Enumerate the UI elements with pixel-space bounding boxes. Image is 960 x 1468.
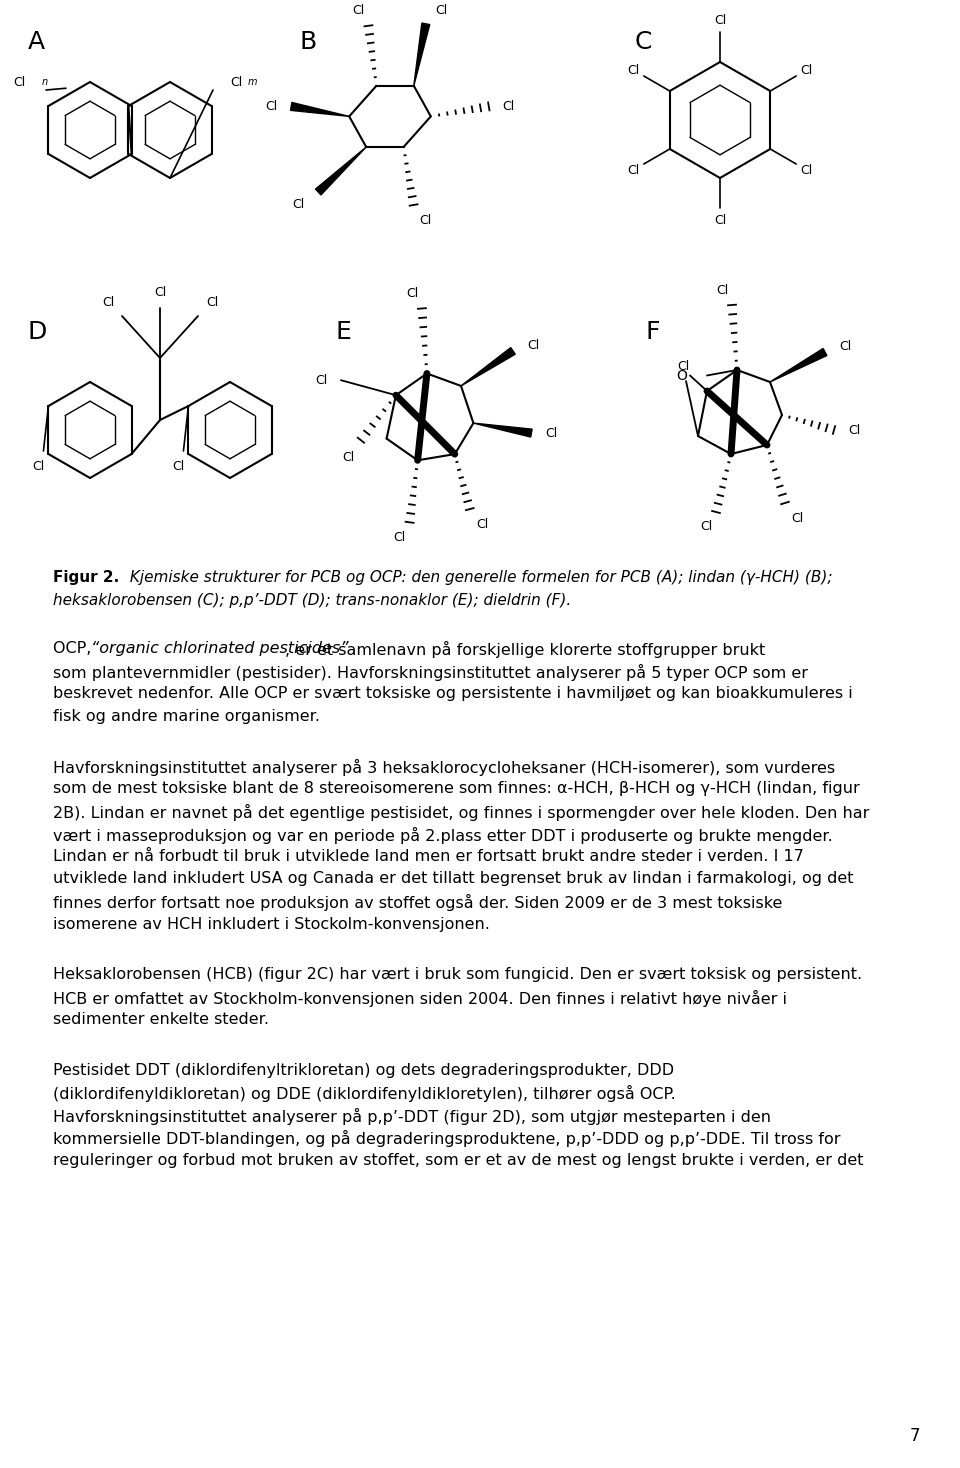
Polygon shape	[461, 348, 516, 386]
Text: Pestisidet DDT (diklordifenyltrikloretan) og dets degraderingsprodukter, DDD: Pestisidet DDT (diklordifenyltrikloretan…	[53, 1063, 674, 1078]
Text: D: D	[28, 320, 47, 344]
Text: Cl: Cl	[848, 423, 860, 436]
Text: Cl: Cl	[33, 459, 44, 473]
Text: Cl: Cl	[791, 511, 804, 524]
Text: finnes derfor fortsatt noe produksjon av stoffet også der. Siden 2009 er de 3 me: finnes derfor fortsatt noe produksjon av…	[53, 894, 782, 912]
Text: isomerene av HCH inkludert i Stockolm-konvensjonen.: isomerene av HCH inkludert i Stockolm-ko…	[53, 916, 490, 932]
Text: Cl: Cl	[527, 339, 540, 352]
Text: heksaklorobensen (C); p,p’-DDT (D); trans-nonaklor (E); dieldrin (F).: heksaklorobensen (C); p,p’-DDT (D); tran…	[53, 593, 571, 608]
Text: Cl: Cl	[714, 213, 726, 226]
Text: n: n	[42, 76, 48, 87]
Text: Cl: Cl	[352, 4, 365, 18]
Text: beskrevet nedenfor. Alle OCP er svært toksiske og persistente i havmiljøet og ka: beskrevet nedenfor. Alle OCP er svært to…	[53, 686, 852, 702]
Text: Cl: Cl	[205, 297, 218, 310]
Text: Cl: Cl	[801, 63, 813, 76]
Polygon shape	[291, 103, 349, 116]
Text: OCP,: OCP,	[53, 642, 97, 656]
Text: Cl: Cl	[342, 451, 354, 464]
Text: Cl: Cl	[102, 297, 114, 310]
Text: Cl: Cl	[394, 531, 406, 543]
Text: F: F	[645, 320, 660, 344]
Text: Cl: Cl	[700, 521, 712, 533]
Text: Cl: Cl	[714, 13, 726, 26]
Polygon shape	[316, 147, 366, 195]
Text: Cl: Cl	[265, 100, 277, 113]
Text: Cl: Cl	[839, 341, 852, 354]
Text: “organic chlorinated pesticides”: “organic chlorinated pesticides”	[91, 642, 348, 656]
Polygon shape	[770, 348, 827, 382]
Text: B: B	[300, 29, 317, 54]
Text: Cl: Cl	[677, 360, 689, 373]
Text: Cl: Cl	[292, 198, 304, 211]
Text: Cl: Cl	[545, 427, 558, 439]
Text: , er et samlenavn på forskjellige klorerte stoffgrupper brukt: , er et samlenavn på forskjellige klorer…	[285, 642, 765, 658]
Polygon shape	[473, 423, 532, 437]
Text: som plantevernmidler (pestisider). Havforskningsinstituttet analyserer på 5 type: som plantevernmidler (pestisider). Havfo…	[53, 664, 808, 681]
Polygon shape	[414, 23, 430, 85]
Text: Figur 2.: Figur 2.	[53, 570, 119, 586]
Text: Cl: Cl	[154, 286, 166, 299]
Text: m: m	[248, 76, 257, 87]
Text: Cl: Cl	[420, 213, 432, 226]
Text: Cl: Cl	[477, 518, 489, 530]
Text: sedimenter enkelte steder.: sedimenter enkelte steder.	[53, 1011, 269, 1028]
Text: (diklordifenyldikloretan) og DDE (diklordifenyldikloretylen), tilhører også OCP.: (diklordifenyldikloretan) og DDE (diklor…	[53, 1085, 676, 1102]
Text: vært i masseproduksjon og var en periode på 2.plass etter DDT i produserte og br: vært i masseproduksjon og var en periode…	[53, 826, 832, 844]
Text: Cl: Cl	[13, 75, 26, 88]
Text: Cl: Cl	[172, 459, 184, 473]
Text: kommersielle DDT-blandingen, og på degraderingsproduktene, p,p’-DDD og p,p’-DDE.: kommersielle DDT-blandingen, og på degra…	[53, 1130, 841, 1147]
Text: O: O	[677, 368, 687, 383]
Text: reguleringer og forbud mot bruken av stoffet, som er et av de mest og lengst bru: reguleringer og forbud mot bruken av sto…	[53, 1152, 863, 1167]
Text: Heksaklorobensen (HCB) (figur 2C) har vært i bruk som fungicid. Den er svært tok: Heksaklorobensen (HCB) (figur 2C) har væ…	[53, 967, 862, 982]
Text: Cl: Cl	[716, 283, 728, 297]
Text: fisk og andre marine organismer.: fisk og andre marine organismer.	[53, 709, 320, 724]
Text: Cl: Cl	[627, 163, 639, 176]
Text: HCB er omfattet av Stockholm-konvensjonen siden 2004. Den finnes i relativt høye: HCB er omfattet av Stockholm-konvensjone…	[53, 989, 787, 1007]
Text: Havforskningsinstituttet analyserer på 3 heksaklorocycloheksaner (HCH-isomerer),: Havforskningsinstituttet analyserer på 3…	[53, 759, 835, 777]
Text: Lindan er nå forbudt til bruk i utviklede land men er fortsatt brukt andre stede: Lindan er nå forbudt til bruk i utvikled…	[53, 849, 804, 865]
Text: Havforskningsinstituttet analyserer på p,p’-DDT (figur 2D), som utgjør mestepart: Havforskningsinstituttet analyserer på p…	[53, 1107, 771, 1124]
Text: Cl: Cl	[627, 63, 639, 76]
Text: Cl: Cl	[406, 288, 418, 299]
Text: 7: 7	[909, 1427, 920, 1445]
Text: som de mest toksiske blant de 8 stereoisomerene som finnes: α-HCH, β-HCH og γ-HC: som de mest toksiske blant de 8 stereois…	[53, 781, 860, 797]
Text: 2B). Lindan er navnet på det egentlige pestisidet, og finnes i spormengder over : 2B). Lindan er navnet på det egentlige p…	[53, 804, 870, 821]
Text: E: E	[335, 320, 350, 344]
Text: Cl: Cl	[801, 163, 813, 176]
Text: Cl: Cl	[230, 75, 242, 88]
Text: Cl: Cl	[503, 100, 515, 113]
Text: Cl: Cl	[315, 374, 327, 386]
Text: utviklede land inkludert USA og Canada er det tillatt begrenset bruk av lindan i: utviklede land inkludert USA og Canada e…	[53, 872, 853, 887]
Text: Kjemiske strukturer for PCB og OCP: den generelle formelen for PCB (A); lindan (: Kjemiske strukturer for PCB og OCP: den …	[125, 570, 832, 586]
Text: A: A	[28, 29, 45, 54]
Text: Cl: Cl	[436, 4, 448, 18]
Text: C: C	[635, 29, 653, 54]
